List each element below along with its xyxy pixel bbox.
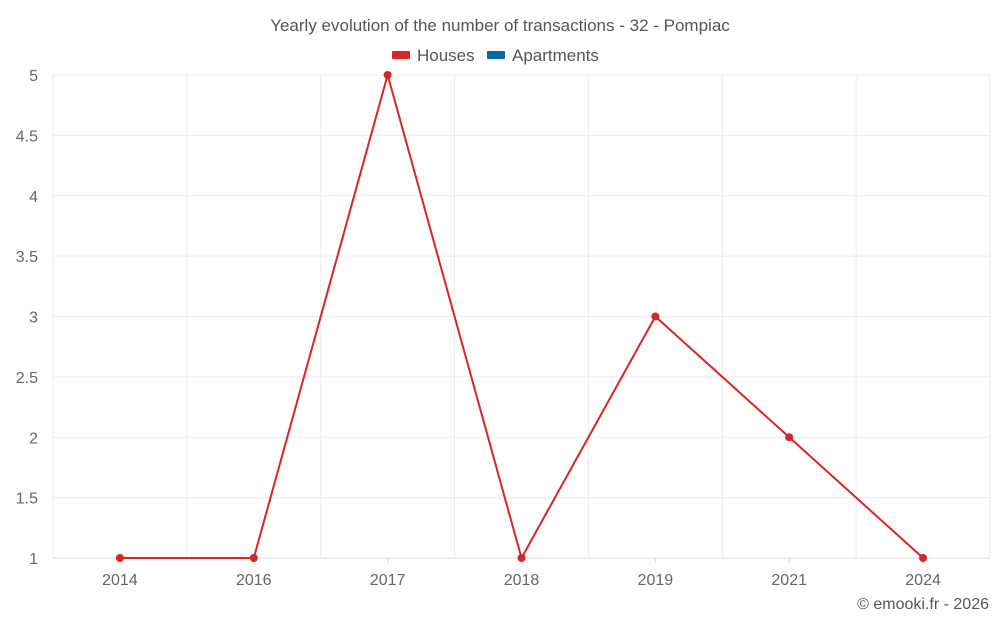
credit-text: © emooki.fr - 2026 [857,596,989,613]
data-point-houses-2014[interactable] [115,554,124,562]
legend-item-apartments[interactable]: Apartments [487,46,599,65]
x-tick-label: 2016 [236,572,272,589]
legend-swatch-houses [392,51,410,59]
legend-label-houses: Houses [417,46,475,65]
y-tick-label: 2 [29,430,38,447]
series-layer [115,71,928,562]
grid [52,74,991,558]
y-tick-label: 3 [29,310,38,327]
x-tick-label: 2021 [771,572,807,589]
y-tick-label: 5 [29,68,38,85]
y-axis-ticks: 1 1.5 2 2.5 3 3.5 4 4.5 5 [16,68,38,568]
y-tick-label: 3.5 [16,249,38,266]
data-point-houses-2021[interactable] [785,433,794,442]
data-point-houses-2017[interactable] [383,71,392,79]
x-tick-label: 2014 [102,572,138,589]
x-tick-label: 2017 [370,572,406,589]
y-tick-label: 1 [29,551,38,568]
data-point-houses-2016[interactable] [249,554,258,562]
y-tick-label: 4.5 [16,128,38,145]
y-tick-label: 1.5 [16,491,38,508]
legend: Houses Apartments [392,46,599,65]
data-point-houses-2024[interactable] [919,554,928,562]
x-tick-label: 2019 [638,572,674,589]
x-tick-label: 2024 [905,572,941,589]
x-axis-ticks: 2014 2016 2017 2018 2019 2021 2024 [102,558,941,589]
y-tick-label: 4 [29,189,38,206]
x-tick-label: 2018 [504,572,540,589]
chart-title: Yearly evolution of the number of transa… [270,16,730,35]
y-tick-label: 2.5 [16,370,38,387]
data-point-houses-2018[interactable] [517,554,526,562]
legend-item-houses[interactable]: Houses [392,46,475,65]
legend-label-apartments: Apartments [512,46,599,65]
legend-swatch-apartments [487,51,505,59]
data-point-houses-2019[interactable] [651,312,660,321]
